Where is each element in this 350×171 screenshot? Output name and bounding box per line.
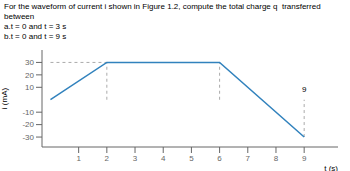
svg-text:9: 9	[302, 85, 307, 94]
svg-text:-10: -10	[22, 108, 34, 117]
svg-text:t (s): t (s)	[324, 164, 338, 171]
svg-text:-30: -30	[22, 133, 34, 142]
svg-text:-20: -20	[22, 120, 34, 129]
svg-text:3: 3	[133, 154, 138, 163]
svg-text:8: 8	[274, 154, 279, 163]
svg-text:4: 4	[161, 154, 166, 163]
html-text:a.t = 0 and t = 3 s: a.t = 0 and t = 3 s	[4, 22, 67, 31]
html-text:b.t = 0 and t = 9 s: b.t = 0 and t = 9 s	[4, 32, 67, 41]
svg-text:i (mA): i (mA)	[8, 88, 9, 110]
svg-text:2: 2	[105, 154, 110, 163]
svg-text:5: 5	[189, 154, 194, 163]
svg-text:6: 6	[217, 154, 222, 163]
svg-text:1: 1	[76, 154, 81, 163]
svg-text:30: 30	[25, 58, 34, 67]
html-text:For the waveform of current i: For the waveform of current i shown in F…	[4, 2, 323, 21]
svg-text:7: 7	[246, 154, 251, 163]
svg-text:20: 20	[25, 71, 34, 80]
svg-text:10: 10	[25, 83, 34, 92]
svg-text:9: 9	[302, 154, 307, 163]
